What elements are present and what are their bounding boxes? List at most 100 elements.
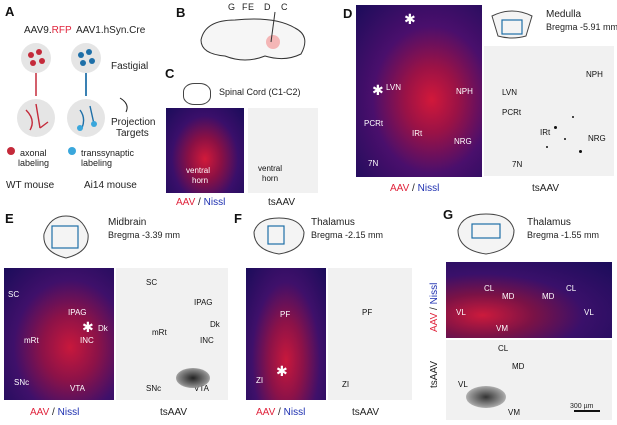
injection-star: ✱ bbox=[82, 319, 94, 335]
trans-label-2: labeling bbox=[81, 158, 113, 168]
line-label-f: F bbox=[242, 2, 248, 12]
panel-a-schematic bbox=[7, 43, 128, 155]
region-label: IPAG bbox=[194, 298, 213, 307]
midbrain-section-icon bbox=[43, 215, 89, 259]
panel-d-tsaav: tsAAV bbox=[532, 183, 560, 194]
medulla-aav-image: ✱ ✱ LVN NPH PCRt IRt NRG 7N bbox=[356, 5, 482, 177]
region-label: CL bbox=[566, 284, 577, 293]
thalamus-g-tsaav-image: CL MD VL VM 300 µm bbox=[446, 340, 612, 420]
fastigial-label: Fastigial bbox=[111, 61, 149, 72]
panel-label-b: B bbox=[176, 5, 186, 20]
region-label: CL bbox=[484, 284, 495, 293]
ventral-horn-label: ventral bbox=[186, 166, 211, 175]
horn-label: horn bbox=[262, 174, 279, 183]
panel-g-side-label-aav: AAV / Nissl bbox=[429, 282, 440, 332]
region-label: VTA bbox=[70, 384, 85, 393]
region-label: IRt bbox=[412, 129, 423, 138]
axonal-label-2: labeling bbox=[18, 158, 50, 168]
thalamus-section-icon bbox=[253, 217, 305, 255]
midbrain-aav-image: SC IPAG ✱ Dk mRt INC SNc VTA bbox=[4, 268, 114, 400]
region-label: VM bbox=[508, 408, 520, 417]
ai14-mouse-label: Ai14 mouse bbox=[84, 180, 137, 191]
region-label: LVN bbox=[386, 83, 401, 92]
region-label: 7N bbox=[368, 159, 379, 168]
ventral-horn-label: ventral bbox=[258, 164, 283, 173]
thalamus-f-aav-image: PF ✱ ZI bbox=[246, 268, 326, 400]
region-label: PF bbox=[280, 310, 291, 319]
region-label: ZI bbox=[256, 376, 264, 385]
panel-e-bregma: Bregma -3.39 mm bbox=[108, 230, 181, 240]
panel-d-bregma: Bregma -5.91 mm bbox=[546, 22, 617, 32]
panel-c-aav-nissl: AAV / Nissl bbox=[176, 197, 226, 208]
panel-g-title: Thalamus bbox=[527, 217, 571, 228]
region-label: VL bbox=[584, 308, 594, 317]
panel-label-c: C bbox=[165, 66, 175, 81]
spinal-cord-icon bbox=[183, 83, 211, 105]
panel-d-aav-nissl: AAV / Nissl bbox=[390, 183, 440, 194]
region-label: SC bbox=[146, 278, 158, 287]
axonal-label-1: axonal bbox=[20, 148, 47, 158]
thalamus-g-aav-image: CL MD MD CL VL VL VM bbox=[446, 262, 612, 338]
medulla-tsaav-image: LVN NPH PCRt IRt NRG 7N bbox=[484, 46, 614, 176]
region-label: NRG bbox=[454, 137, 472, 146]
region-label: MD bbox=[542, 292, 555, 301]
panel-label-d: D bbox=[343, 6, 353, 21]
panel-label-f: F bbox=[234, 211, 242, 226]
region-label: PF bbox=[362, 308, 373, 317]
line-label-g: G bbox=[228, 2, 236, 12]
scale-bar-label: 300 µm bbox=[570, 403, 594, 410]
injection-star: ✱ bbox=[404, 11, 416, 27]
region-label: VTA bbox=[194, 384, 209, 393]
region-label: NPH bbox=[456, 87, 473, 96]
region-label: SC bbox=[8, 290, 20, 299]
region-label: VM bbox=[496, 324, 508, 333]
injection-star: ✱ bbox=[372, 82, 384, 98]
panel-label-g: G bbox=[443, 207, 454, 222]
region-label: mRt bbox=[152, 328, 167, 337]
thalamus-g-section-icon bbox=[457, 213, 515, 255]
panel-label-a: A bbox=[5, 4, 15, 19]
thalamus-f-tsaav-image: PF ZI bbox=[328, 268, 412, 400]
region-label: ZI bbox=[342, 380, 350, 389]
midbrain-tsaav-image: SC IPAG Dk mRt INC SNc VTA bbox=[116, 268, 228, 400]
panel-c-tsaav: tsAAV bbox=[268, 197, 296, 208]
horn-label: horn bbox=[192, 176, 209, 185]
line-label-c: C bbox=[281, 2, 288, 12]
line-label-e: E bbox=[248, 2, 255, 12]
region-label: PCRt bbox=[502, 108, 522, 117]
region-label: PCRt bbox=[364, 119, 384, 128]
panel-label-e: E bbox=[5, 211, 14, 226]
region-label: LVN bbox=[502, 88, 517, 97]
medulla-section-icon bbox=[491, 10, 533, 39]
line-label-d: D bbox=[264, 2, 271, 12]
aav9-label: AAV9.RFP bbox=[24, 25, 72, 36]
sagittal-brain-schematic bbox=[200, 11, 306, 61]
region-label: SNc bbox=[146, 384, 162, 393]
region-label: 7N bbox=[512, 160, 523, 169]
spinal-tsaav-image: ventral horn bbox=[248, 108, 318, 193]
region-label: NRG bbox=[588, 134, 606, 143]
panel-f-bregma: Bregma -2.15 mm bbox=[311, 230, 384, 240]
trans-label-1: transsynaptic bbox=[81, 148, 135, 158]
region-label: INC bbox=[200, 336, 214, 345]
panel-f-tsaav: tsAAV bbox=[352, 407, 380, 418]
panel-d-title: Medulla bbox=[546, 9, 582, 20]
panel-f-title: Thalamus bbox=[311, 217, 355, 228]
region-label: VL bbox=[458, 380, 468, 389]
region-label: MD bbox=[512, 362, 525, 371]
panel-c-title: Spinal Cord (C1-C2) bbox=[219, 87, 301, 97]
aav1-label: AAV1.hSyn.Cre bbox=[76, 25, 146, 36]
scale-bar bbox=[574, 410, 600, 412]
panel-e-tsaav: tsAAV bbox=[160, 407, 188, 418]
region-label: mRt bbox=[24, 336, 39, 345]
panel-e-aav-nissl: AAV / Nissl bbox=[30, 407, 80, 418]
panel-g-bregma: Bregma -1.55 mm bbox=[527, 230, 600, 240]
panel-f-aav-nissl: AAV / Nissl bbox=[256, 407, 306, 418]
region-label: Dk bbox=[210, 320, 220, 329]
panel-e-title: Midbrain bbox=[108, 217, 147, 228]
region-label: NPH bbox=[586, 70, 603, 79]
region-label: INC bbox=[80, 336, 94, 345]
region-label: IPAG bbox=[68, 308, 87, 317]
region-label: Dk bbox=[98, 324, 108, 333]
region-label: IRt bbox=[540, 128, 551, 137]
